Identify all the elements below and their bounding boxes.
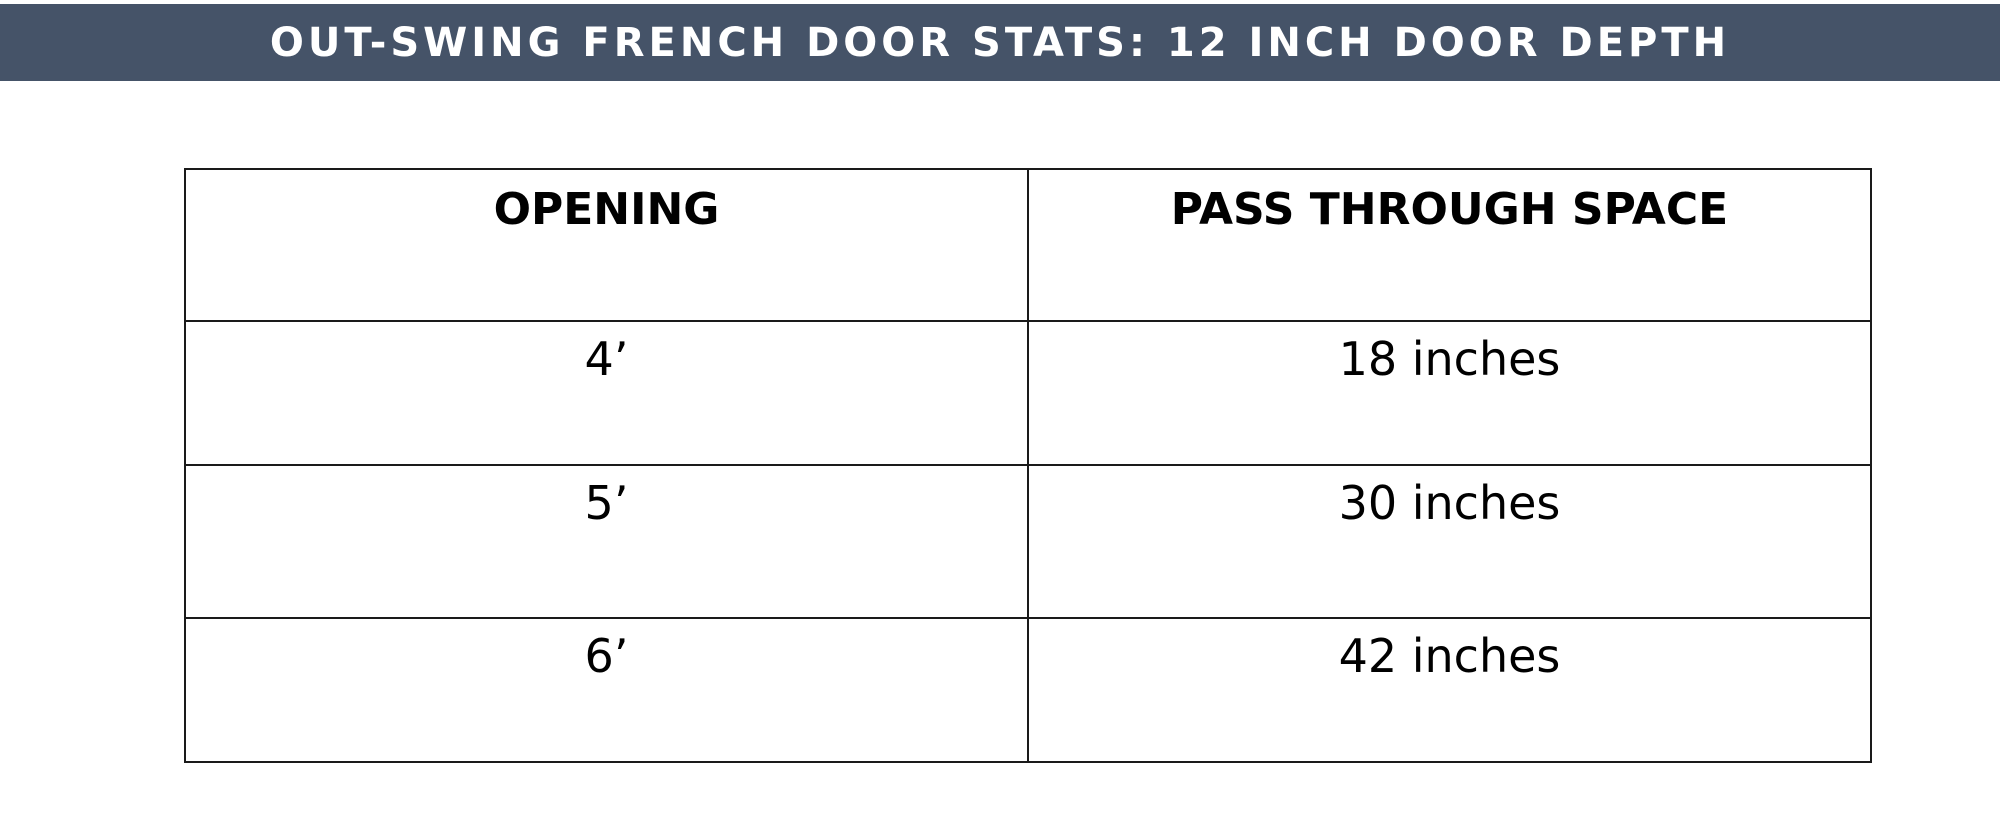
cell-pass-through: 42 inches (1027, 617, 1872, 763)
table-row: 6’ 42 inches (184, 617, 1872, 763)
cell-pass-through: 30 inches (1027, 464, 1872, 619)
page-title: OUT-SWING FRENCH DOOR STATS: 12 INCH DOO… (269, 19, 1731, 66)
table-header-row: OPENING PASS THROUGH SPACE (184, 168, 1872, 322)
cell-opening: 4’ (184, 320, 1029, 466)
table-row: 4’ 18 inches (184, 320, 1872, 466)
table-row: 5’ 30 inches (184, 464, 1872, 619)
column-header-opening: OPENING (184, 168, 1029, 322)
column-header-pass-through: PASS THROUGH SPACE (1027, 168, 1872, 322)
title-bar: OUT-SWING FRENCH DOOR STATS: 12 INCH DOO… (0, 4, 2000, 81)
cell-opening: 5’ (184, 464, 1029, 619)
cell-pass-through: 18 inches (1027, 320, 1872, 466)
cell-opening: 6’ (184, 617, 1029, 763)
door-stats-table: OPENING PASS THROUGH SPACE 4’ 18 inches … (184, 168, 1872, 763)
